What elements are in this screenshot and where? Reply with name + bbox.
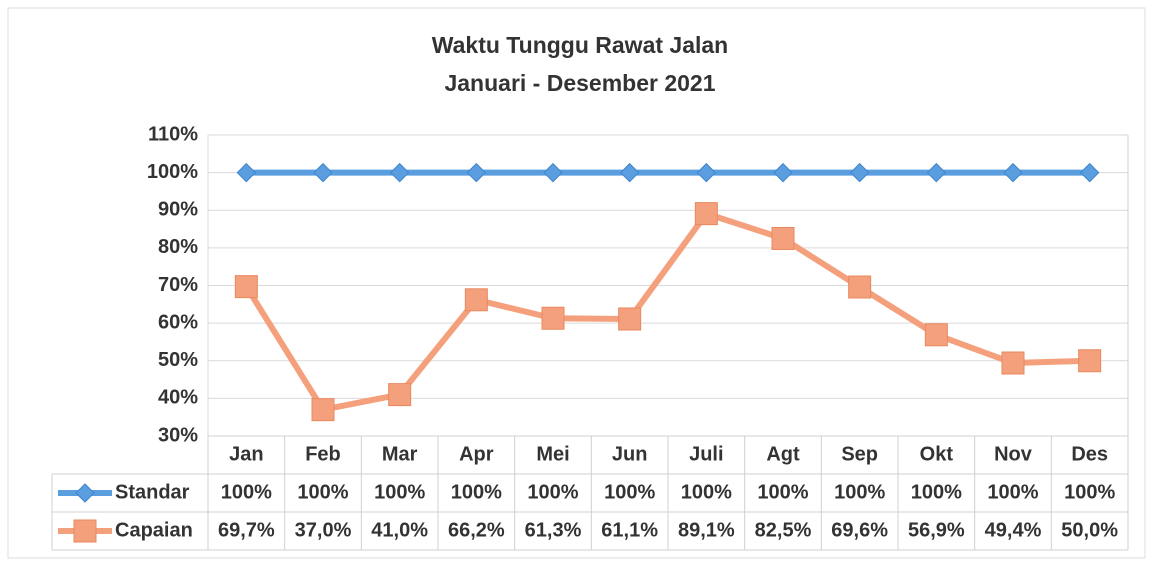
y-tick-label: 40% — [158, 387, 198, 409]
y-tick-label: 70% — [158, 274, 198, 296]
table-value: 82,5% — [755, 519, 812, 541]
marker — [541, 306, 565, 330]
table-value: 56,9% — [908, 519, 965, 541]
marker — [1001, 351, 1025, 375]
table-value: 41,0% — [371, 519, 428, 541]
table-value: 61,1% — [601, 519, 658, 541]
x-tick-label: Agt — [766, 443, 800, 465]
x-tick-label: Sep — [841, 443, 878, 465]
marker — [311, 398, 335, 422]
marker — [926, 162, 947, 183]
marker — [924, 323, 948, 347]
legend-label: Standar — [115, 481, 190, 503]
marker — [773, 162, 793, 183]
y-tick-label: 90% — [158, 199, 198, 221]
marker — [771, 226, 795, 250]
x-tick-label: Des — [1071, 443, 1108, 465]
table-value: 100% — [604, 481, 655, 503]
y-tick-label: 80% — [158, 236, 198, 258]
table-value: 100% — [451, 481, 502, 503]
table-value: 100% — [374, 481, 425, 503]
marker — [848, 275, 872, 299]
y-tick-label: 110% — [148, 123, 198, 145]
x-tick-label: Jun — [612, 443, 648, 465]
table-value: 100% — [527, 481, 578, 503]
y-tick-label: 100% — [147, 161, 198, 183]
marker — [1078, 349, 1102, 373]
x-tick-label: Jan — [229, 443, 263, 465]
x-tick-label: Mei — [536, 443, 569, 465]
marker — [1079, 162, 1100, 183]
y-tick-label: 50% — [158, 349, 198, 371]
y-tick-label: 30% — [158, 424, 198, 446]
table-value: 100% — [221, 481, 272, 503]
table-value: 37,0% — [295, 519, 352, 541]
table-value: 66,2% — [448, 519, 505, 541]
table-value: 61,3% — [525, 519, 582, 541]
x-tick-label: Mar — [382, 443, 418, 465]
marker — [618, 307, 642, 331]
legend-marker — [75, 483, 95, 503]
x-tick-label: Juli — [689, 443, 723, 465]
table-value: 49,4% — [985, 519, 1042, 541]
table-value: 100% — [1064, 481, 1115, 503]
table-value: 69,7% — [218, 519, 275, 541]
table-value: 89,1% — [678, 519, 735, 541]
marker — [543, 162, 563, 183]
table-value: 50,0% — [1061, 519, 1118, 541]
table-value: 100% — [681, 481, 732, 503]
x-tick-label: Apr — [459, 443, 494, 465]
marker — [464, 288, 488, 312]
marker — [619, 162, 640, 183]
table-value: 100% — [987, 481, 1038, 503]
table-value: 100% — [297, 481, 348, 503]
table-value: 69,6% — [831, 519, 888, 541]
table-value: 100% — [757, 481, 808, 503]
series-line — [243, 210, 1090, 413]
marker — [389, 162, 410, 183]
x-tick-label: Feb — [305, 443, 341, 465]
x-tick-label: Okt — [920, 443, 954, 465]
legend-marker — [73, 519, 97, 543]
x-tick-label: Nov — [994, 443, 1033, 465]
table-value: 100% — [834, 481, 885, 503]
table-value: 100% — [911, 481, 962, 503]
marker — [1003, 162, 1023, 183]
y-tick-label: 60% — [158, 311, 198, 333]
marker — [234, 275, 258, 299]
marker — [466, 162, 487, 183]
chart-subtitle: Januari - Desember 2021 — [444, 70, 715, 96]
marker — [849, 162, 870, 183]
marker — [694, 202, 718, 226]
marker — [236, 162, 257, 183]
chart-frame — [7, 7, 1146, 559]
marker — [313, 162, 333, 183]
marker — [696, 162, 717, 183]
legend-label: Capaian — [115, 519, 193, 541]
chart-title: Waktu Tunggu Rawat Jalan — [432, 32, 728, 58]
marker — [388, 383, 412, 407]
